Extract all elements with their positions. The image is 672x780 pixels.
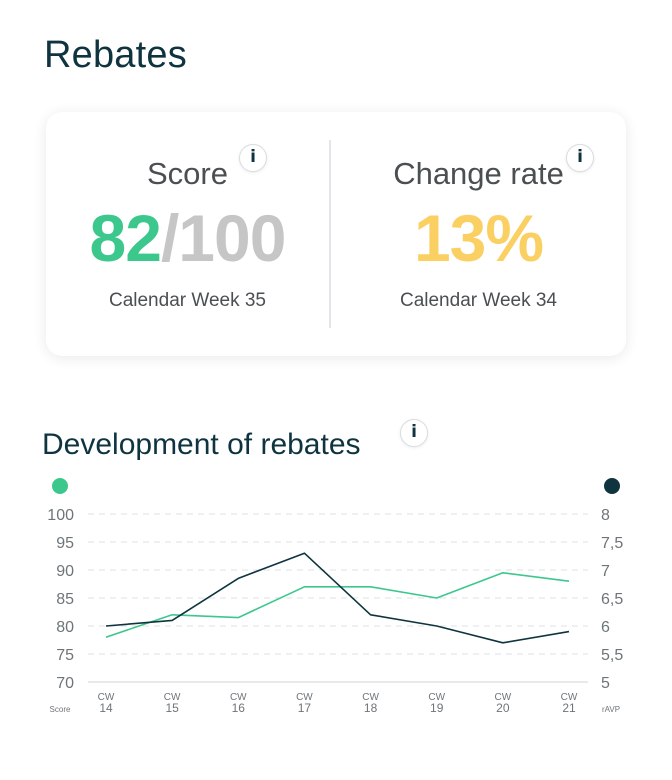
x-tick-label: CW [561, 692, 578, 703]
x-tick-number: 19 [430, 701, 444, 715]
score-value: 82/100 [46, 200, 329, 276]
change-rate-period: Calendar Week 34 [399, 290, 558, 311]
x-tick-number: 14 [99, 701, 113, 715]
y-tick-left: 85 [56, 591, 74, 608]
right-axis-title: rAVP [602, 705, 620, 714]
x-tick-number: 18 [364, 701, 378, 715]
development-title: Development of rebates [42, 428, 361, 461]
summary-card: Score i 82/100 Calendar Week 35 Change r… [46, 112, 626, 356]
y-tick-right: 5 [601, 675, 610, 692]
card-divider [329, 140, 331, 328]
y-tick-right: 5,5 [601, 647, 623, 664]
x-tick-label: CW [230, 692, 247, 703]
x-tick-number: 15 [165, 701, 179, 715]
development-info-icon[interactable]: i [400, 419, 428, 447]
x-tick-label: CW [296, 692, 313, 703]
change-rate-value: 13% [413, 201, 544, 275]
score-metric: Score i 82/100 Calendar Week 35 [46, 112, 329, 356]
ravp-series-line [105, 552, 570, 644]
x-tick-number: 17 [298, 701, 312, 715]
chart-grid [88, 513, 588, 683]
y-tick-right: 7,5 [601, 535, 623, 552]
x-tick-number: 16 [232, 701, 246, 715]
x-tick-label: CW [495, 692, 512, 703]
x-tick-label: CW [164, 692, 181, 703]
change-rate-metric: Change rate i 13% Calendar Week 34 [331, 112, 626, 356]
y-tick-left: 100 [47, 507, 74, 524]
y-tick-right: 6,5 [601, 591, 623, 608]
left-axis-ticks: 100 95 90 85 80 75 70 [47, 507, 74, 692]
score-series-line [105, 572, 570, 638]
x-tick-label: CW [362, 692, 379, 703]
score-label: Score [147, 156, 228, 191]
change-rate-label: Change rate [393, 156, 564, 191]
y-tick-left: 80 [56, 619, 74, 636]
chart-legend [52, 478, 620, 494]
y-tick-right: 6 [601, 619, 610, 636]
y-tick-right: 8 [601, 507, 610, 524]
score-number: 82 [89, 201, 162, 275]
score-period: Calendar Week 35 [108, 290, 267, 311]
page-title: Rebates [44, 34, 187, 76]
y-tick-left: 90 [56, 563, 74, 580]
y-tick-right: 7 [601, 563, 610, 580]
y-tick-left: 75 [56, 647, 74, 664]
chart-lines [105, 552, 570, 644]
x-tick-label: CW [428, 692, 445, 703]
change-rate-info-icon[interactable]: i [566, 144, 594, 172]
score-max: /100 [160, 201, 286, 275]
right-axis-ticks: 8 7,5 7 6,5 6 5,5 5 [601, 507, 623, 692]
score-info-icon[interactable]: i [239, 144, 267, 172]
x-tick-label: CW [98, 692, 115, 703]
score-legend-dot [52, 478, 68, 494]
x-tick-number: 21 [562, 701, 576, 715]
left-axis-title: Score [50, 705, 71, 714]
x-tick-number: 20 [496, 701, 510, 715]
y-tick-left: 95 [56, 535, 74, 552]
ravp-legend-dot [604, 478, 620, 494]
y-tick-left: 70 [56, 675, 74, 692]
